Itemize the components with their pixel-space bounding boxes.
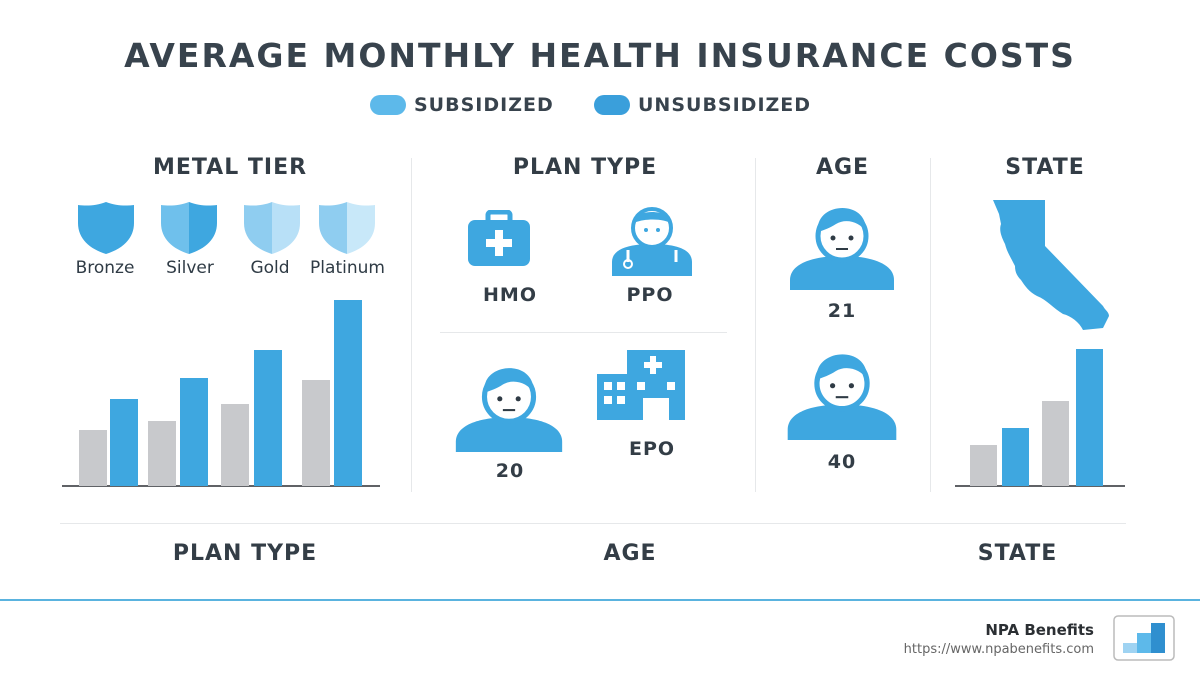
shield-icon [161, 202, 217, 254]
plan-label-20: 20 [495, 460, 525, 482]
unsubsidized-bar [254, 350, 282, 486]
divider [411, 158, 412, 492]
unsubsidized-bar [334, 300, 362, 486]
person-icon [790, 207, 894, 290]
tier-label: Silver [166, 258, 214, 278]
unsubsidized-bar [1002, 428, 1029, 486]
subsidized-bar [79, 430, 107, 486]
legend-swatch [594, 95, 630, 115]
bottom-label-plan-type: PLAN TYPE [172, 541, 318, 566]
chart-title: AVERAGE MONTHLY HEALTH INSURANCE COSTS [124, 36, 1076, 75]
medical-kit-icon [468, 210, 530, 266]
section-title-state: STATE [1005, 155, 1085, 180]
section-title-metal-tier: METAL TIER [152, 155, 308, 180]
subsidized-bar [221, 404, 249, 486]
hospital-icon [597, 350, 685, 420]
plan-label-hmo: HMO [483, 284, 537, 306]
tier-label: Platinum [310, 258, 385, 278]
plan-label-epo: EPO [628, 438, 676, 460]
legend-label: SUBSIDIZED [414, 94, 554, 116]
divider [930, 158, 931, 492]
shield-icon [244, 202, 300, 254]
tier-label: Bronze [75, 258, 135, 278]
age-label-21: 21 [827, 300, 857, 322]
person-icon [455, 368, 563, 452]
footer-rule [0, 599, 1200, 601]
bottom-label-age: AGE [603, 541, 657, 566]
doctor-icon [612, 207, 692, 276]
shield-icon [78, 202, 134, 254]
tier-label: Gold [250, 258, 290, 278]
subsidized-bar [970, 445, 997, 486]
legend-label: UNSUBSIDIZED [638, 94, 812, 116]
unsubsidized-bar [110, 399, 138, 486]
california-map-icon [993, 200, 1109, 330]
person-icon [787, 354, 897, 440]
footer-url[interactable]: https://www.npabenefits.com [903, 642, 1094, 657]
shield-icon [319, 202, 375, 254]
subsidized-bar [148, 421, 176, 486]
unsubsidized-bar [1076, 349, 1103, 486]
age-label-40: 40 [827, 451, 857, 473]
legend-unsubsidized: UNSUBSIDIZED [594, 94, 811, 116]
bar-chart-logo-icon [1113, 615, 1175, 661]
section-title-plan-type: PLAN TYPE [512, 155, 658, 180]
legend-swatch [370, 95, 406, 115]
section-title-age: AGE [815, 155, 870, 180]
divider [60, 523, 1126, 524]
divider [440, 332, 727, 333]
unsubsidized-bar [180, 378, 208, 486]
subsidized-bar [1042, 401, 1069, 486]
footer-brand: NPA Benefits [985, 621, 1094, 639]
bottom-label-state: STATE [977, 541, 1058, 566]
plan-label-ppo: PPO [626, 284, 674, 306]
subsidized-bar [302, 380, 330, 486]
divider [755, 158, 756, 492]
legend-subsidized: SUBSIDIZED [370, 94, 554, 116]
